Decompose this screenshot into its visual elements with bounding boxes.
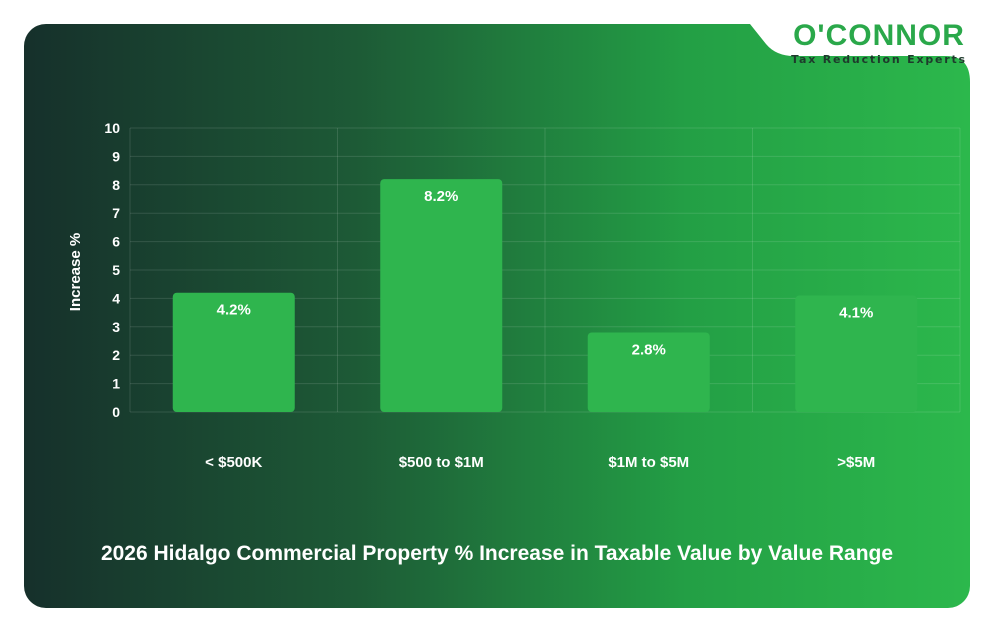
- y-tick-label: 9: [112, 148, 120, 164]
- y-tick-label: 6: [112, 234, 120, 250]
- bar-value-label: 2.8%: [632, 341, 666, 358]
- bars: [172, 179, 918, 412]
- bar-value-label: 4.1%: [839, 305, 873, 322]
- bar-value-label: 4.2%: [217, 302, 251, 319]
- logo-notch: [724, 0, 984, 82]
- x-tick-label: >$5M: [837, 454, 875, 471]
- brand-logo[interactable]: O'CONNOR Tax Reduction Experts: [784, 19, 974, 67]
- y-tick-label: 3: [112, 319, 120, 335]
- x-tick-label: $500 to $1M: [399, 454, 484, 471]
- y-tick-label: 4: [112, 290, 120, 306]
- bar-value-label: 8.2%: [424, 188, 458, 205]
- x-axis-ticks: < $500K $500 to $1M $1M to $5M >$5M: [205, 454, 875, 471]
- y-tick-label: 5: [112, 262, 120, 278]
- y-axis-ticks: 0 1 2 3 4 5 6 7 8 9 10: [104, 120, 120, 420]
- chart-title: 2026 Hidalgo Commercial Property % Incre…: [100, 542, 894, 565]
- y-tick-label: 8: [112, 177, 120, 193]
- bar[interactable]: [795, 295, 918, 412]
- y-axis-label: Increase %: [67, 233, 84, 311]
- y-tick-label: 2: [112, 347, 120, 363]
- y-tick-label: 0: [112, 404, 120, 420]
- x-tick-label: < $500K: [205, 454, 262, 471]
- logo-tagline: Tax Reduction Experts: [791, 53, 967, 66]
- bar[interactable]: [380, 179, 503, 412]
- x-tick-label: $1M to $5M: [608, 454, 689, 471]
- bar[interactable]: [587, 332, 710, 412]
- y-tick-label: 1: [112, 376, 120, 392]
- y-tick-label: 7: [112, 205, 120, 221]
- logo-wordmark: O'CONNOR: [793, 19, 965, 52]
- y-tick-label: 10: [104, 120, 120, 136]
- bar-value-labels: 4.2% 8.2% 2.8% 4.1%: [217, 188, 874, 358]
- bar[interactable]: [172, 292, 295, 412]
